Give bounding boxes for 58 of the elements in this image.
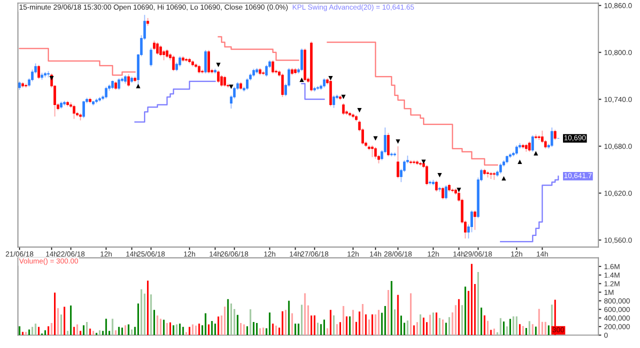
candlestick bbox=[162, 49, 166, 61]
candlestick bbox=[515, 144, 518, 156]
candlestick bbox=[37, 64, 40, 80]
candlestick bbox=[82, 100, 85, 119]
candlestick bbox=[322, 78, 326, 88]
point bbox=[49, 76, 54, 80]
candlestick bbox=[550, 126, 554, 148]
point bbox=[421, 160, 426, 164]
candlestick bbox=[387, 132, 390, 157]
point bbox=[456, 188, 462, 192]
candlestick bbox=[156, 42, 159, 56]
candlestick bbox=[104, 86, 108, 100]
point bbox=[534, 151, 538, 156]
candlestick bbox=[528, 140, 531, 152]
point bbox=[518, 160, 522, 164]
point bbox=[300, 78, 304, 82]
candlestick bbox=[246, 78, 248, 90]
candlestick bbox=[220, 74, 223, 88]
candlestick bbox=[224, 75, 226, 88]
candlestick bbox=[281, 72, 284, 98]
candlestick bbox=[152, 40, 156, 51]
candlestick bbox=[178, 56, 182, 68]
point bbox=[357, 108, 362, 112]
candlestick bbox=[172, 54, 175, 72]
candlestick bbox=[486, 170, 490, 178]
candlestick bbox=[531, 134, 534, 152]
candlestick bbox=[371, 144, 374, 158]
point bbox=[396, 139, 400, 144]
candlestick bbox=[374, 146, 377, 160]
candlestick bbox=[272, 60, 274, 74]
candlestick bbox=[127, 74, 130, 88]
candlestick bbox=[150, 47, 152, 68]
candlestick bbox=[207, 49, 210, 74]
point bbox=[328, 76, 333, 80]
point bbox=[373, 136, 378, 141]
point bbox=[341, 94, 346, 100]
candlestick bbox=[554, 129, 556, 141]
candlestick bbox=[72, 104, 76, 120]
candlestick bbox=[342, 102, 345, 116]
candlestick bbox=[474, 210, 476, 230]
candlestick bbox=[118, 78, 120, 90]
candlestick bbox=[444, 184, 448, 200]
candlestick bbox=[499, 162, 502, 174]
candlestick bbox=[396, 146, 400, 179]
candlestick bbox=[442, 186, 444, 200]
point bbox=[136, 84, 140, 88]
candlestick bbox=[426, 164, 428, 186]
candlestick bbox=[217, 70, 220, 84]
candlestick bbox=[435, 180, 438, 192]
candlestick bbox=[159, 44, 162, 57]
point bbox=[502, 176, 506, 180]
candlestick bbox=[204, 49, 207, 74]
candlestick bbox=[332, 94, 336, 108]
candlestick bbox=[265, 64, 268, 78]
point bbox=[216, 62, 221, 68]
point bbox=[437, 172, 442, 178]
candlestick bbox=[300, 48, 304, 72]
point bbox=[228, 84, 234, 89]
